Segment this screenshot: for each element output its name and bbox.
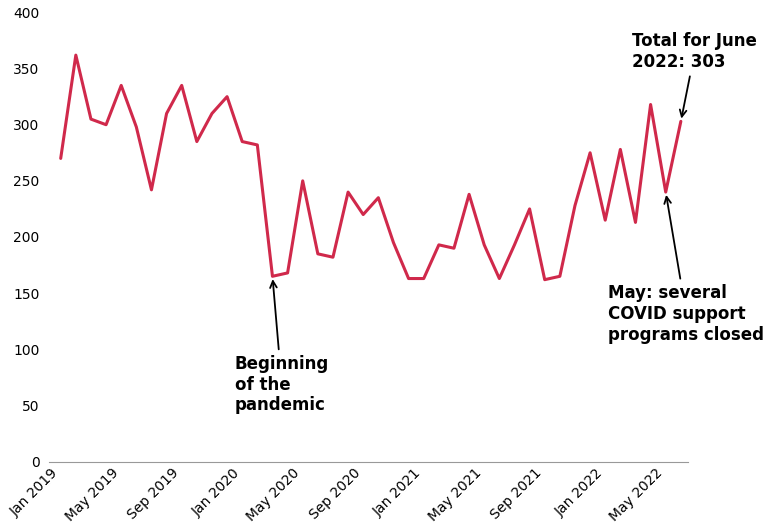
Text: May: several
COVID support
programs closed: May: several COVID support programs clos… (608, 197, 764, 344)
Text: Total for June
2022: 303: Total for June 2022: 303 (632, 32, 757, 117)
Text: Beginning
of the
pandemic: Beginning of the pandemic (234, 281, 329, 415)
